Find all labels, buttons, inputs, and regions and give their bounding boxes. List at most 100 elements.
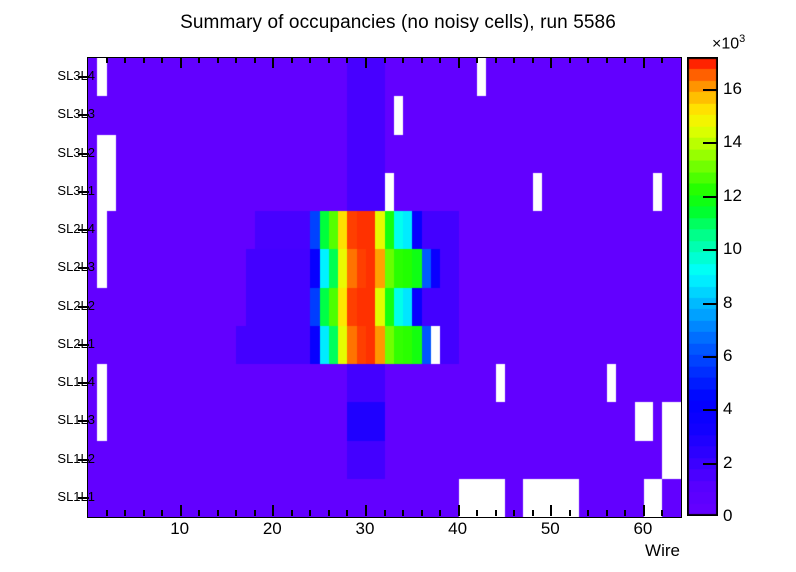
color-bar-tick xyxy=(703,89,718,92)
x-axis-major-tick xyxy=(457,505,460,516)
x-axis-top-tick xyxy=(327,57,330,63)
y-axis-label-sl1l2: SL1L2 xyxy=(57,450,95,466)
x-axis-top-tick xyxy=(457,57,460,68)
y-axis-label-sl3l3: SL3L3 xyxy=(57,106,95,122)
x-axis-top-tick xyxy=(550,57,553,68)
x-axis-tick-label: 60 xyxy=(633,519,653,538)
x-axis-minor-tick xyxy=(198,510,201,516)
x-axis-minor-tick xyxy=(439,510,442,516)
y-axis-label-sl3l4: SL3L4 xyxy=(57,68,95,84)
x-axis-top-tick xyxy=(439,57,442,63)
x-axis-top-tick xyxy=(587,57,590,63)
x-axis-tick-label: 40 xyxy=(448,519,468,538)
x-axis-top-tick xyxy=(383,57,386,63)
y-axis-tick xyxy=(78,229,89,232)
x-axis-top-tick xyxy=(124,57,127,63)
x-axis-minor-tick xyxy=(105,510,108,516)
y-axis-label-sl1l1: SL1L1 xyxy=(57,488,95,504)
x-axis-minor-tick xyxy=(513,510,516,516)
x-axis-top-tick xyxy=(513,57,516,63)
x-axis-minor-tick xyxy=(290,510,293,516)
x-axis-top-tick xyxy=(402,57,405,63)
x-axis-top-tick xyxy=(309,57,312,63)
x-axis-top-tick xyxy=(420,57,423,63)
color-bar-tick-label: 16 xyxy=(723,79,742,99)
x-axis-top-tick xyxy=(290,57,293,63)
color-bar-tick-label: 6 xyxy=(723,345,733,365)
y-axis-label-sl3l1: SL3L1 xyxy=(57,182,95,198)
color-bar[interactable] xyxy=(687,57,718,516)
x-axis-minor-tick xyxy=(235,510,238,516)
color-bar-tick-label: 8 xyxy=(723,292,733,312)
x-axis-minor-tick xyxy=(402,510,405,516)
color-bar-tick-label: 10 xyxy=(723,239,742,259)
z-multiplier-base: ×10 xyxy=(712,35,740,53)
x-axis-major-tick xyxy=(642,505,645,516)
x-axis-tick-label: 30 xyxy=(355,519,375,538)
y-axis-tick xyxy=(78,496,89,499)
y-axis-tick xyxy=(78,458,89,461)
y-axis-tick xyxy=(78,343,89,346)
x-axis-top-tick xyxy=(661,57,664,63)
x-axis-top-tick xyxy=(364,57,367,68)
x-axis-top-tick xyxy=(272,57,275,68)
color-bar-tick xyxy=(703,462,718,465)
x-axis-top-tick xyxy=(624,57,627,63)
y-axis-tick xyxy=(78,152,89,155)
x-axis-top-tick xyxy=(253,57,256,63)
x-axis-minor-tick xyxy=(624,510,627,516)
x-axis-minor-tick xyxy=(531,510,534,516)
x-axis-minor-tick xyxy=(476,510,479,516)
z-multiplier-exponent: 3 xyxy=(739,33,746,45)
x-axis-top-tick xyxy=(161,57,164,63)
y-axis-label-sl2l2: SL2L2 xyxy=(57,297,95,313)
z-axis-multiplier: ×103 xyxy=(712,33,745,53)
x-axis-top-tick xyxy=(531,57,534,63)
x-axis-top-tick xyxy=(142,57,145,63)
y-axis-tick xyxy=(78,267,89,270)
heatmap-canvas[interactable] xyxy=(88,58,681,517)
y-axis-tick xyxy=(78,305,89,308)
y-axis-label-sl2l4: SL2L4 xyxy=(57,221,95,237)
x-axis-minor-tick xyxy=(346,510,349,516)
x-axis-minor-tick xyxy=(420,510,423,516)
x-axis-tick-label: 20 xyxy=(262,519,282,538)
color-bar-canvas xyxy=(687,57,718,516)
color-bar-tick xyxy=(703,195,718,198)
color-bar-tick xyxy=(703,355,718,358)
x-axis-tick-label: 50 xyxy=(540,519,560,538)
color-bar-tick-label: 4 xyxy=(723,399,733,419)
color-bar-tick-label: 0 xyxy=(723,506,733,525)
y-axis-label-sl1l3: SL1L3 xyxy=(57,412,95,428)
x-axis-top-tick xyxy=(494,57,497,63)
y-axis-tick xyxy=(78,114,89,117)
color-bar-tick xyxy=(703,142,718,145)
x-axis-major-tick xyxy=(364,505,367,516)
x-axis-minor-tick xyxy=(142,510,145,516)
plot-frame xyxy=(87,57,682,518)
x-axis-top-tick xyxy=(568,57,571,63)
chart-title: Summary of occupancies (no noisy cells),… xyxy=(180,12,616,33)
y-axis-label-sl2l3: SL2L3 xyxy=(57,259,95,275)
x-axis-minor-tick xyxy=(124,510,127,516)
x-axis-major-tick xyxy=(179,505,182,516)
x-axis-top-tick xyxy=(346,57,349,63)
x-axis-minor-tick xyxy=(309,510,312,516)
x-axis-top-tick xyxy=(105,57,108,63)
y-axis-tick xyxy=(78,190,89,193)
x-axis-major-tick xyxy=(550,505,553,516)
x-axis-top-tick xyxy=(179,57,182,68)
color-bar-tick-label: 2 xyxy=(723,452,733,472)
color-bar-tick-label: 14 xyxy=(723,132,742,152)
color-bar-tick-label: 12 xyxy=(723,185,742,205)
x-axis-title: Wire xyxy=(645,541,680,560)
x-axis-minor-tick xyxy=(587,510,590,516)
x-axis-minor-tick xyxy=(605,510,608,516)
y-axis-label-sl3l2: SL3L2 xyxy=(57,144,95,160)
y-axis-label-sl2l1: SL2L1 xyxy=(57,335,95,351)
color-bar-tick xyxy=(703,302,718,305)
x-axis-top-tick xyxy=(642,57,645,68)
x-axis-top-tick xyxy=(216,57,219,63)
color-bar-tick xyxy=(703,409,718,412)
